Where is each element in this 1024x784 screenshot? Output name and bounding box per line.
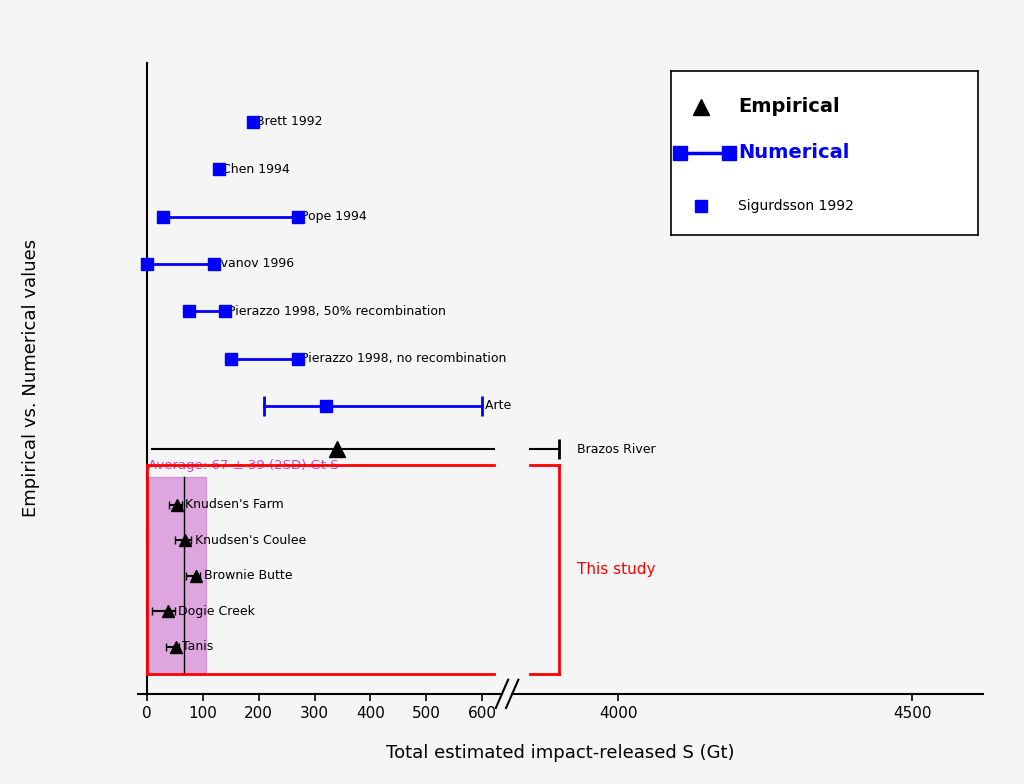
Text: Total estimated impact-released S (Gt): Total estimated impact-released S (Gt) bbox=[386, 744, 735, 761]
Text: Knudsen's Farm: Knudsen's Farm bbox=[185, 498, 284, 511]
Text: Sigurdsson 1992: Sigurdsson 1992 bbox=[738, 198, 854, 212]
Text: This study: This study bbox=[577, 562, 655, 577]
Text: Tanis: Tanis bbox=[182, 640, 214, 653]
Text: Ivanov 1996: Ivanov 1996 bbox=[217, 257, 294, 270]
Text: Average: 67 ± 39 (2SD) Gt S: Average: 67 ± 39 (2SD) Gt S bbox=[147, 459, 338, 472]
Text: Chen 1994: Chen 1994 bbox=[222, 163, 290, 176]
Text: Numerical: Numerical bbox=[738, 143, 850, 162]
Text: Empirical vs. Numerical values: Empirical vs. Numerical values bbox=[22, 239, 40, 517]
Text: Pierazzo 1998, no recombination: Pierazzo 1998, no recombination bbox=[300, 352, 506, 365]
Text: Pope 1994: Pope 1994 bbox=[300, 210, 367, 223]
Text: Knudsen's Coulee: Knudsen's Coulee bbox=[195, 533, 306, 546]
Text: Dogie Creek: Dogie Creek bbox=[178, 604, 255, 618]
Text: Empirical: Empirical bbox=[738, 97, 840, 116]
Text: Brownie Butte: Brownie Butte bbox=[204, 569, 292, 582]
Text: Brett 1992: Brett 1992 bbox=[256, 115, 323, 129]
Text: Brazos River: Brazos River bbox=[577, 443, 655, 456]
Text: Artemieva 2017: Artemieva 2017 bbox=[485, 399, 586, 412]
Text: Pierazzo 1998, 50% recombination: Pierazzo 1998, 50% recombination bbox=[227, 305, 445, 318]
